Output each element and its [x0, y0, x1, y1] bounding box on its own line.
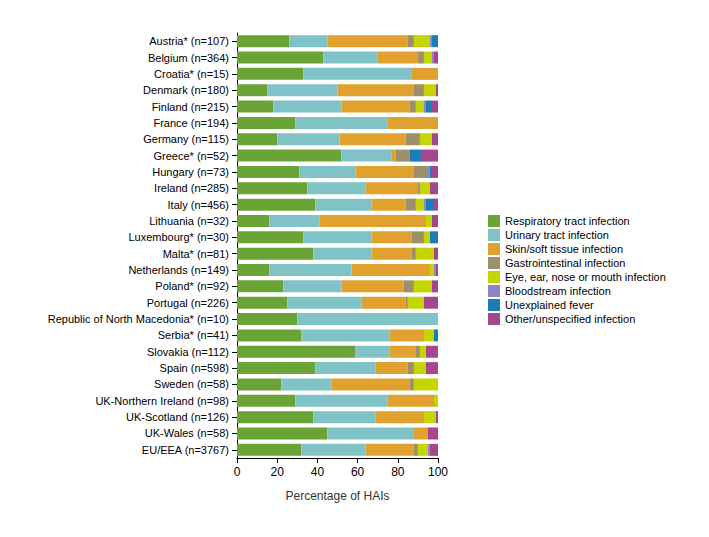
svg-text:Hungary (n=73): Hungary (n=73)	[152, 166, 229, 178]
svg-text:EU/EEA (n=3767): EU/EEA (n=3767)	[142, 444, 229, 456]
svg-text:Percentage of HAIs: Percentage of HAIs	[285, 489, 389, 503]
svg-text:Respiratory tract infection: Respiratory tract infection	[505, 215, 630, 227]
svg-text:UK-Wales (n=58): UK-Wales (n=58)	[145, 427, 229, 439]
svg-text:100: 100	[428, 465, 448, 479]
svg-text:80: 80	[391, 465, 405, 479]
svg-text:Bloodstream infection: Bloodstream infection	[505, 285, 611, 297]
svg-text:Finland (n=215): Finland (n=215)	[152, 101, 229, 113]
svg-text:60: 60	[351, 465, 365, 479]
svg-text:UK-Northern Ireland (n=98): UK-Northern Ireland (n=98)	[95, 395, 229, 407]
svg-text:Gastrointestinal infection: Gastrointestinal infection	[505, 257, 625, 269]
svg-text:Italy (n=456): Italy (n=456)	[168, 199, 229, 211]
svg-text:Eye, ear, nose or mouth infect: Eye, ear, nose or mouth infection	[505, 271, 666, 283]
svg-text:Unexplained fever: Unexplained fever	[505, 299, 594, 311]
svg-text:Other/unspecified infection: Other/unspecified infection	[505, 313, 635, 325]
svg-text:Poland* (n=92): Poland* (n=92)	[155, 280, 229, 292]
svg-text:Denmark (n=180): Denmark (n=180)	[143, 84, 229, 96]
svg-text:Republic of North Macedonia* (: Republic of North Macedonia* (n=10)	[48, 313, 229, 325]
svg-text:Ireland (n=285): Ireland (n=285)	[154, 182, 229, 194]
svg-text:Spain (n=598): Spain (n=598)	[160, 362, 229, 374]
svg-text:UK-Scotland (n=126): UK-Scotland (n=126)	[126, 411, 229, 423]
svg-text:0: 0	[234, 465, 241, 479]
svg-text:Belgium (n=364): Belgium (n=364)	[148, 52, 229, 64]
svg-text:40: 40	[311, 465, 325, 479]
svg-text:Netherlands (n=149): Netherlands (n=149)	[128, 264, 229, 276]
svg-text:Slovakia (n=112): Slovakia (n=112)	[147, 346, 229, 358]
svg-text:Malta* (n=81): Malta* (n=81)	[163, 248, 229, 260]
svg-text:Urinary tract infection: Urinary tract infection	[505, 229, 609, 241]
svg-text:20: 20	[271, 465, 285, 479]
svg-text:Portugal (n=226): Portugal (n=226)	[147, 297, 229, 309]
svg-text:Lithuania (n=32): Lithuania (n=32)	[149, 215, 229, 227]
svg-text:Croatia* (n=15): Croatia* (n=15)	[154, 68, 229, 80]
svg-text:Sweden (n=58): Sweden (n=58)	[154, 378, 229, 390]
svg-text:France (n=194): France (n=194)	[153, 117, 229, 129]
svg-text:Serbia* (n=41): Serbia* (n=41)	[158, 329, 229, 341]
svg-text:Austria* (n=107): Austria* (n=107)	[149, 35, 229, 47]
svg-text:Luxembourg* (n=30): Luxembourg* (n=30)	[128, 231, 229, 243]
svg-text:Greece* (n=52): Greece* (n=52)	[153, 150, 229, 162]
svg-text:Skin/soft tissue infection: Skin/soft tissue infection	[505, 243, 623, 255]
svg-text:Germany (n=115): Germany (n=115)	[143, 133, 229, 145]
